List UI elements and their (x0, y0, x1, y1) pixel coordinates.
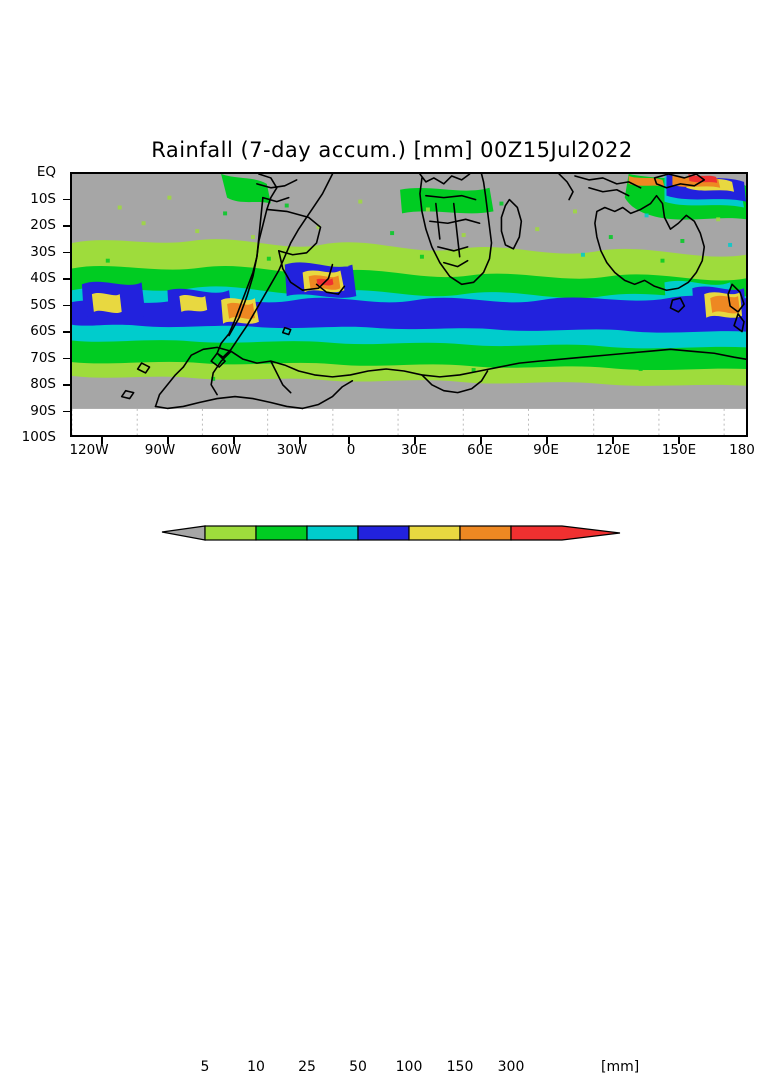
x-tick-label-60e: 60E (467, 442, 493, 458)
colorbar-cell-150-300 (459, 525, 512, 541)
colorbar-cell-under (161, 525, 206, 541)
x-tick-label-180: 180 (729, 442, 755, 458)
x-tick-label-120e: 120E (595, 442, 631, 458)
y-tick-mark (63, 304, 70, 306)
y-tick-label-50s: 50S (30, 296, 56, 313)
colorbar-cell-25-50 (306, 525, 359, 541)
x-tick-mark (612, 437, 614, 444)
y-tick-mark (63, 384, 70, 386)
rainfall-raster (72, 174, 746, 435)
colorbar-cell-50-100 (357, 525, 410, 541)
map-plot-area[interactable] (70, 172, 748, 437)
x-tick-mark (414, 437, 416, 444)
x-tick-mark (167, 437, 169, 444)
colorbar[interactable]: 5 10 25 50 100 150 300 [mm] (0, 518, 784, 1075)
y-tick-mark (63, 198, 70, 200)
x-tick-mark (480, 437, 482, 444)
colorbar-tick-50: 50 (349, 1059, 367, 1075)
y-tick-label-20s: 20S (30, 217, 56, 233)
y-tick-label-10s: 10S (30, 190, 56, 207)
colorbar-tick-150: 150 (446, 1059, 474, 1075)
y-tick-label-60s: 60S (30, 323, 56, 339)
y-tick-label-80s: 80S (30, 376, 56, 392)
y-axis: EQ 10S 20S 30S 40S 50S 60S 70S 80S 90S 1… (0, 164, 64, 445)
y-tick-mark (63, 357, 70, 359)
x-tick-label-150e: 150E (661, 442, 697, 458)
x-tick-label-90e: 90E (533, 442, 559, 458)
x-tick-label-120w: 120W (69, 442, 109, 458)
x-tick-mark (101, 437, 103, 444)
rainfall-map-figure: Rainfall (7-day accum.) [mm] 00Z15Jul202… (0, 138, 784, 1075)
y-tick-label-eq: EQ (36, 164, 56, 180)
y-tick-label-70s: 70S (30, 349, 56, 366)
colorbar-cell-5-10 (204, 525, 257, 541)
colorbar-cell-10-25 (255, 525, 308, 541)
x-tick-mark (299, 437, 301, 444)
x-tick-label-90w: 90W (144, 442, 176, 458)
y-tick-label-40s: 40S (30, 270, 56, 286)
y-tick-mark (63, 410, 70, 412)
colorbar-cell-100-150 (408, 525, 461, 541)
y-tick-label-90s: 90S (30, 402, 56, 419)
colorbar-tick-100: 100 (395, 1059, 423, 1075)
x-tick-label-30w: 30W (276, 442, 308, 458)
x-tick-label-60w: 60W (210, 442, 242, 458)
colorbar-tick-300: 300 (497, 1059, 525, 1075)
y-tick-mark (63, 251, 70, 253)
page-title: Rainfall (7-day accum.) [mm] 00Z15Jul202… (151, 138, 633, 162)
x-axis: 120W 90W 60W 30W 0 30E 60E 90E 120E 150E… (69, 442, 754, 462)
colorbar-tick-10: 10 (247, 1059, 265, 1075)
x-tick-label-30e: 30E (401, 442, 427, 458)
y-tick-mark (63, 278, 70, 280)
colorbar-unit-label: [mm] (601, 1059, 640, 1075)
y-tick-label-30s: 30S (30, 243, 56, 260)
colorbar-swatches (161, 525, 621, 541)
x-tick-mark (233, 437, 235, 444)
colorbar-tick-5: 5 (200, 1059, 210, 1075)
x-tick-label-0: 0 (346, 442, 356, 458)
y-tick-mark (63, 331, 70, 333)
x-tick-mark (678, 437, 680, 444)
x-tick-mark (348, 437, 350, 444)
colorbar-tick-25: 25 (298, 1059, 316, 1075)
x-tick-mark (546, 437, 548, 444)
colorbar-cell-over (510, 525, 621, 541)
y-tick-label-100s: 100S (21, 429, 56, 445)
y-tick-mark (63, 225, 70, 227)
